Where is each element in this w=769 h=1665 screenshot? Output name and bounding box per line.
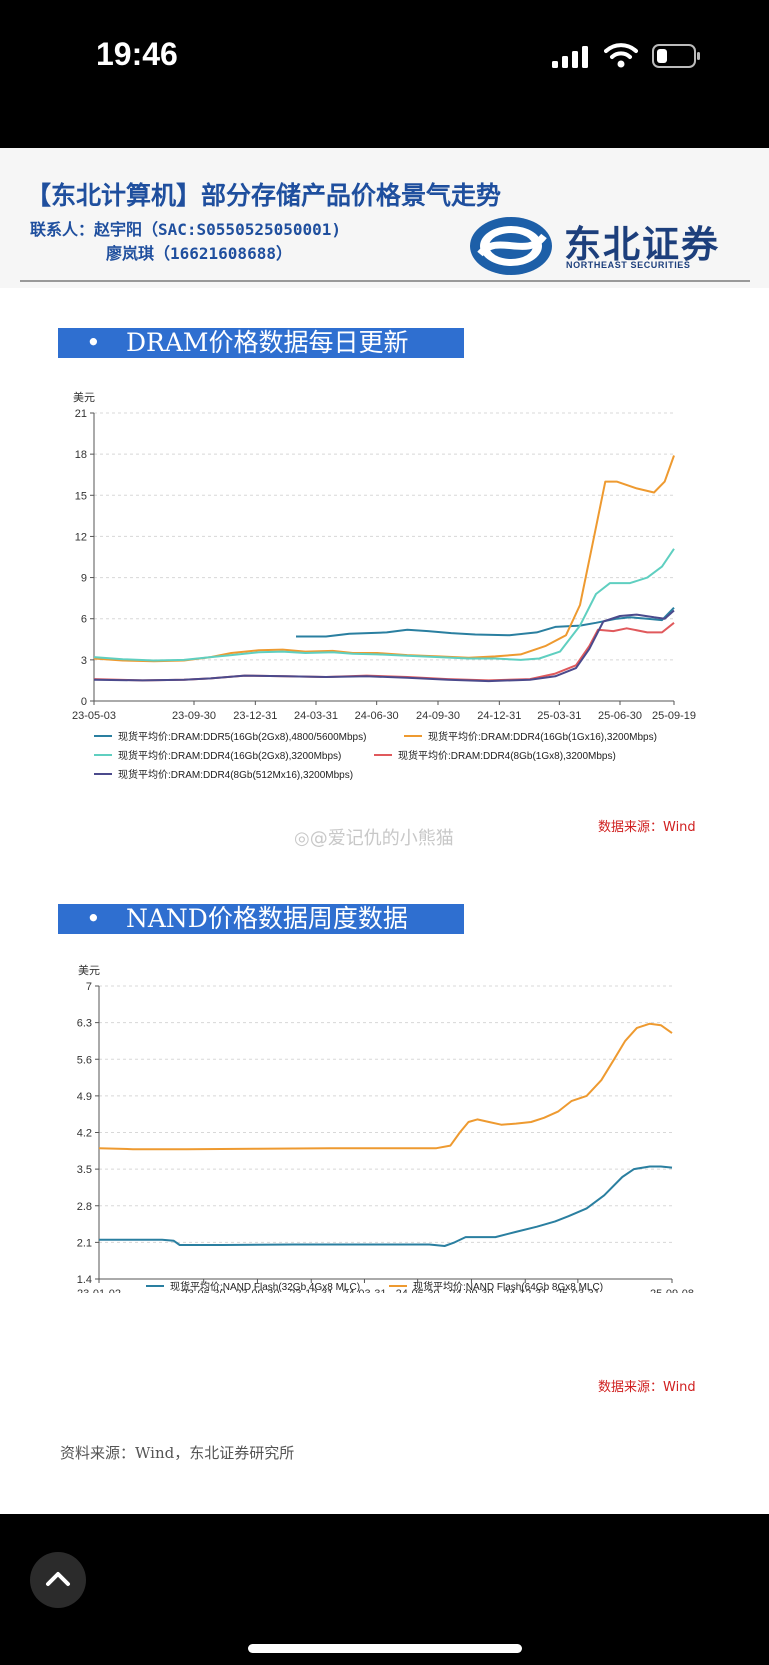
y-tick-label: 21 [75, 408, 87, 420]
logo-chinese-text: 东北证券 [564, 223, 720, 266]
dram-price-chart: 美元 0 3 6 9 12 15 18 21 23-05-03 23-09-30 23-12-31 24… [72, 391, 696, 781]
x-tick-label: 25-03-31 [537, 710, 581, 722]
x-tick-label: 23-05-03 [72, 710, 116, 722]
dram-data-source: 数据来源：Wind [598, 820, 696, 835]
legend-entry: 现货平均价:DRAM:DDR5(16Gb(2Gx8),4800/5600Mbps… [118, 730, 366, 743]
y-tick-label: 0 [81, 696, 87, 708]
x-tick-label: 25-06-30 [598, 710, 642, 722]
x-tick-label: 23-01-02 [77, 1288, 121, 1293]
x-tick-label: 23-12-31 [289, 1288, 333, 1293]
y-tick-label: 2.8 [77, 1201, 92, 1213]
status-bar: 19:46 [0, 0, 769, 148]
legend-entry: 现货平均价:NAND Flash(32Gb 4Gx8 MLC) [170, 1280, 360, 1293]
y-axis-unit: 美元 [73, 391, 95, 404]
x-tick-label: 24-06-30 [355, 710, 399, 722]
scroll-to-top-button[interactable] [30, 1552, 86, 1608]
dram-section-title: DRAM价格数据每日更新 [126, 328, 409, 357]
y-tick-label: 7 [86, 981, 92, 993]
y-tick-label: 6.3 [77, 1018, 92, 1030]
y-tick-label: 18 [75, 449, 87, 461]
bottom-bar [0, 1514, 769, 1665]
banner-bullet: • [86, 328, 101, 357]
series-line-1 [99, 1165, 673, 1247]
watermark-text: @爱记仇的小熊猫 [309, 828, 454, 849]
nand-section-banner: • NAND价格数据周度数据 [58, 904, 464, 934]
nand-data-source: 数据来源：Wind [598, 1380, 696, 1395]
y-tick-label: 12 [75, 531, 87, 543]
nand-section-title: NAND价格数据周度数据 [126, 904, 408, 933]
y-axis-unit: 美元 [78, 964, 100, 977]
x-tick-label: 23-06-30 [182, 1288, 226, 1293]
y-tick-label: 2.1 [77, 1237, 92, 1249]
legend-entry: 现货平均价:NAND Flash(64Gb 8Gx8 MLC) [413, 1280, 603, 1293]
y-tick-label: 9 [81, 573, 87, 585]
x-tick-label: 24-12-31 [503, 1288, 547, 1293]
series-line-3 [93, 548, 675, 662]
banner-bullet: • [86, 904, 101, 933]
contact-line-1: 联系人：赵宇阳（SAC:S0550525050001) [30, 220, 342, 239]
y-tick-label: 1.4 [77, 1274, 92, 1286]
y-tick-label: 3 [81, 655, 87, 667]
x-tick-label: 24-09-30 [416, 710, 460, 722]
x-tick-label: 24-03-31 [342, 1288, 386, 1293]
chevron-up-icon [46, 1572, 70, 1586]
x-tick-label: 24-06-30 [396, 1288, 440, 1293]
wifi-icon [604, 43, 638, 68]
x-tick-label: 25-09-08 [650, 1288, 694, 1293]
nand-price-chart: 美元 1.4 2.1 2.8 3.5 4.2 4.9 5.6 6.3 7 23-01-02 23-06… [77, 964, 694, 1293]
x-tick-label: 23-09-30 [172, 710, 216, 722]
y-tick-label: 3.5 [77, 1164, 92, 1176]
y-tick-label: 15 [75, 490, 87, 502]
x-tick-label: 25-09-19 [652, 710, 696, 722]
series-line-2 [98, 1022, 673, 1151]
cellular-signal-icon [552, 46, 588, 68]
series-line-1 [296, 607, 675, 638]
contact-line-2: 廖岚琪（16621608688） [106, 244, 292, 263]
legend-entry: 现货平均价:DRAM:DDR4(8Gb(1Gx8),3200Mbps) [398, 749, 616, 762]
report-header [0, 148, 769, 288]
home-indicator[interactable] [248, 1644, 522, 1653]
header-divider [20, 280, 750, 282]
x-tick-label: 24-12-31 [477, 710, 521, 722]
northeast-securities-logo: 东北证券 NORTHEAST SECURITIES [468, 214, 750, 278]
legend-entry: 现货平均价:DRAM:DDR4(16Gb(2Gx8),3200Mbps) [118, 749, 341, 762]
status-time: 19:46 [96, 36, 178, 72]
logo-english-text: NORTHEAST SECURITIES [566, 260, 691, 270]
x-tick-label: 25-03-31 [556, 1288, 600, 1293]
battery-icon [652, 44, 700, 68]
series-line-2 [93, 455, 675, 663]
report-image: 【东北计算机】部分存储产品价格景气走势 联系人：赵宇阳（SAC:S0550525… [0, 148, 769, 1514]
x-tick-label: 23-09-30 [235, 1288, 279, 1293]
x-tick-label: 23-12-31 [233, 710, 277, 722]
report-title: 【东北计算机】部分存储产品价格景气走势 [26, 181, 502, 210]
y-tick-label: 4.2 [77, 1128, 92, 1140]
legend-entry: 现货平均价:DRAM:DDR4(8Gb(512Mx16),3200Mbps) [118, 768, 353, 781]
weibo-watermark: ◎@爱记仇的小熊猫 [294, 824, 454, 850]
report-footnote: 资料来源：Wind，东北证券研究所 [60, 1444, 295, 1462]
legend-entry: 现货平均价:DRAM:DDR4(16Gb(1Gx16),3200Mbps) [428, 730, 657, 743]
y-tick-label: 4.9 [77, 1091, 92, 1103]
weibo-icon: ◎ [294, 828, 310, 849]
x-tick-label: 24-09-30 [449, 1288, 493, 1293]
series-line-5 [93, 609, 675, 683]
y-tick-label: 6 [81, 614, 87, 626]
dram-section-banner: • DRAM价格数据每日更新 [58, 328, 464, 358]
logo-emblem-icon [470, 217, 552, 275]
y-tick-label: 5.6 [77, 1054, 92, 1066]
x-tick-label: 24-03-31 [294, 710, 338, 722]
